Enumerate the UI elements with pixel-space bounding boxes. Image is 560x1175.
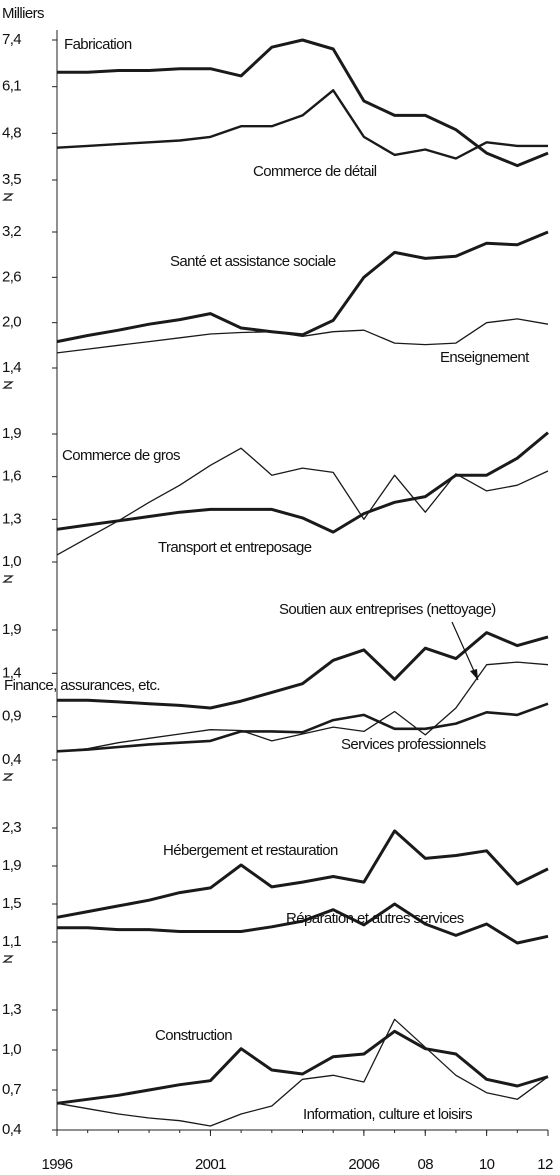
y-tick-label: 2,0 <box>2 314 21 331</box>
y-unit: Milliers <box>2 5 44 22</box>
x-tick-label: 08 <box>418 1156 434 1173</box>
y-tick-label: 4,8 <box>2 124 21 141</box>
y-tick-label: 1,4 <box>2 664 21 681</box>
y-tick-label: 0,4 <box>2 1121 21 1138</box>
axis-break <box>2 773 14 781</box>
y-tick-label: 0,4 <box>2 751 21 768</box>
series-line <box>56 702 549 753</box>
series-line <box>56 829 549 919</box>
y-tick-label: 1,3 <box>2 510 21 527</box>
x-tick-label: 1996 <box>42 1156 73 1173</box>
series-label: Santé et assistance sociale <box>170 253 336 270</box>
y-tick-label: 1,5 <box>2 895 21 912</box>
y-tick-label: 7,4 <box>2 31 21 48</box>
y-tick-label: 2,3 <box>2 819 21 836</box>
series-label: Construction <box>155 1027 232 1044</box>
axis-break <box>2 381 14 389</box>
series-label: Information, culture et loisirs <box>303 1106 472 1123</box>
y-tick-label: 3,2 <box>2 223 21 240</box>
series-label: Services professionnels <box>341 736 486 753</box>
x-tick-label: 12 <box>537 1156 553 1173</box>
y-tick-label: 3,5 <box>2 171 21 188</box>
y-tick-label: 2,6 <box>2 268 21 285</box>
y-tick-label: 0,9 <box>2 708 21 725</box>
x-tick-label: 10 <box>479 1156 495 1173</box>
annotation-arrowhead <box>470 669 478 680</box>
series-line <box>56 1018 549 1127</box>
y-tick-label: 1,0 <box>2 553 21 570</box>
series-label: Transport et entreposage <box>158 539 312 556</box>
series-label: Enseignement <box>440 349 530 366</box>
series-line <box>57 631 549 710</box>
y-tick-label: 1,6 <box>2 468 21 485</box>
y-tick-label: 1,4 <box>2 359 21 376</box>
series-line <box>56 661 549 752</box>
series-line <box>56 230 549 344</box>
series-line <box>57 902 549 945</box>
series-line <box>56 447 549 556</box>
series-label: Réparation et autres services <box>286 910 464 927</box>
axis-break <box>2 955 14 963</box>
x-tick-label: 2001 <box>195 1156 226 1173</box>
y-tick-label: 1,9 <box>2 425 21 442</box>
x-tick-label: 2006 <box>348 1156 379 1173</box>
y-tick-label: 1,1 <box>2 933 21 950</box>
y-tick-label: 1,3 <box>2 1001 21 1018</box>
y-tick-label: 1,9 <box>2 621 21 638</box>
y-tick-label: 0,7 <box>2 1081 21 1098</box>
series-line <box>56 318 549 354</box>
series-line <box>56 89 548 160</box>
series-label: Finance, assurances, etc. <box>4 677 160 694</box>
series-label: Commerce de détail <box>253 163 377 180</box>
axis-break <box>2 193 14 201</box>
series-label: Hébergement et restauration <box>163 842 338 859</box>
series-label: Commerce de gros <box>62 447 180 464</box>
y-tick-label: 1,0 <box>2 1041 21 1058</box>
series-label: Soutien aux entreprises (nettoyage) <box>279 601 496 618</box>
axis-break <box>2 575 14 583</box>
y-tick-label: 6,1 <box>2 78 21 95</box>
series-line <box>57 38 549 168</box>
series-line <box>56 431 549 534</box>
y-tick-label: 1,9 <box>2 857 21 874</box>
series-label: Fabrication <box>64 36 132 53</box>
series-line <box>56 1029 549 1105</box>
